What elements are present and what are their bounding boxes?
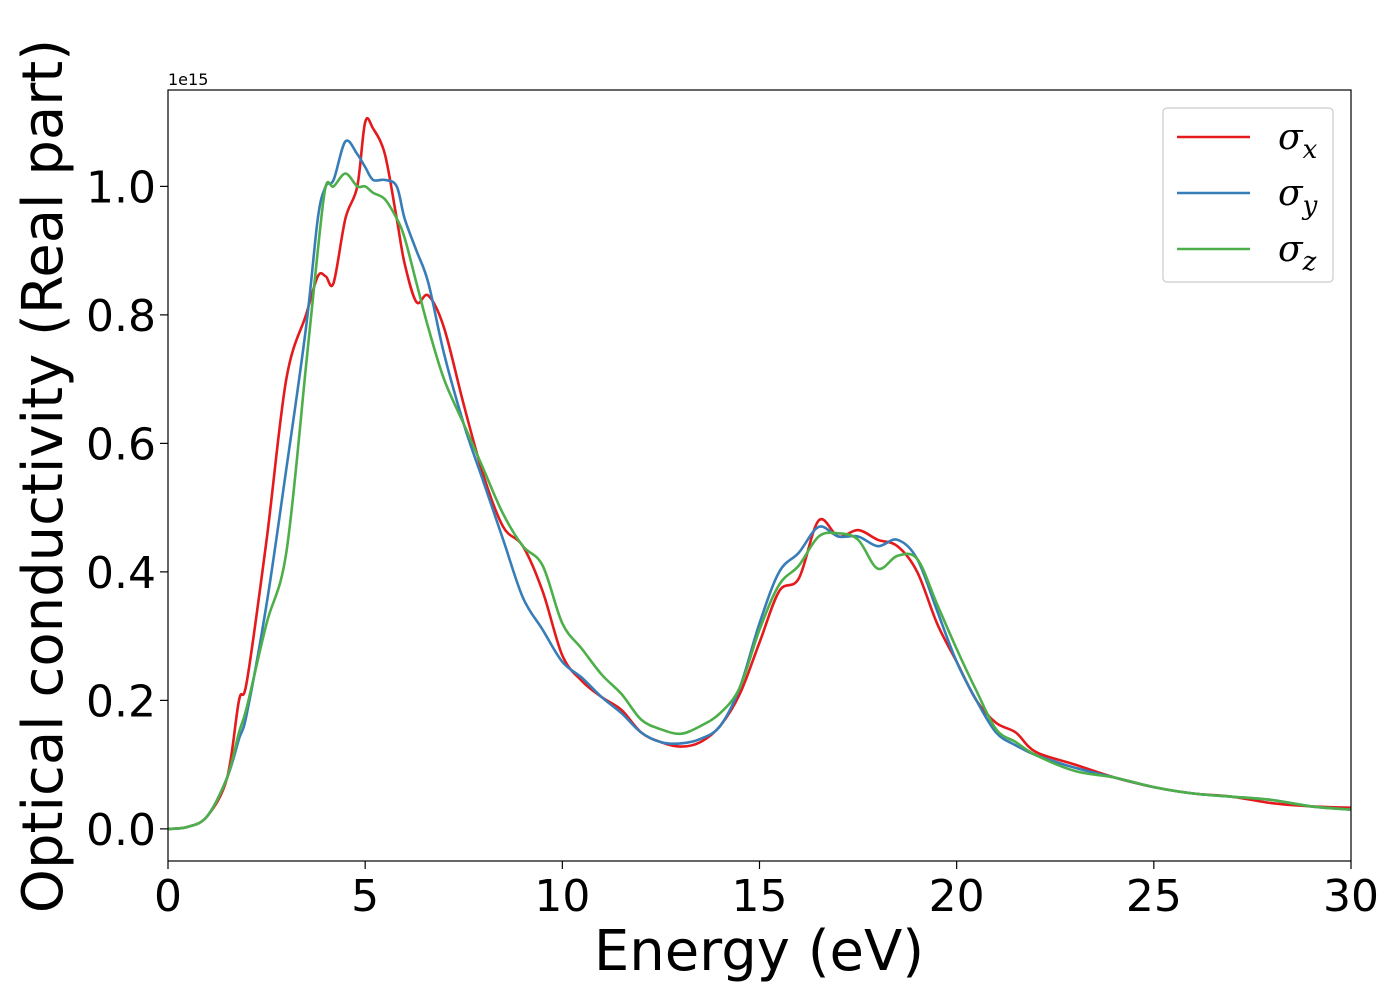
y-tick-label: 1.0 [86,162,156,213]
x-tick-label: 30 [1323,871,1379,922]
legend-box [1162,107,1334,283]
x-axis-label: Energy (eV) [594,919,924,984]
series-line-y [167,139,1352,831]
y-tick-label: 0.8 [86,291,156,342]
x-tick-label: 20 [929,871,985,922]
x-tick-label: 15 [732,871,788,922]
y-tick-label: 0.2 [86,676,156,727]
y-tick-label: 0.6 [86,419,156,470]
x-tick-label: 5 [351,871,379,922]
y-axis-label: Optical conductivity (Real part) [11,39,76,913]
y-tick-label: 0.0 [86,805,156,856]
y-tick-label: 0.4 [86,548,156,599]
x-tick-label: 0 [154,871,182,922]
series-line-z [167,172,1352,831]
plot-lines [167,117,1352,831]
x-tick-label: 10 [534,871,590,922]
x-axis-ticks: 0 5 10 15 20 25 30 [154,861,1379,922]
x-tick-label: 25 [1126,871,1182,922]
y-offset-label: 1e15 [168,70,208,89]
y-axis-ticks: 0.0 0.2 0.4 0.6 0.8 1.0 [86,162,168,856]
